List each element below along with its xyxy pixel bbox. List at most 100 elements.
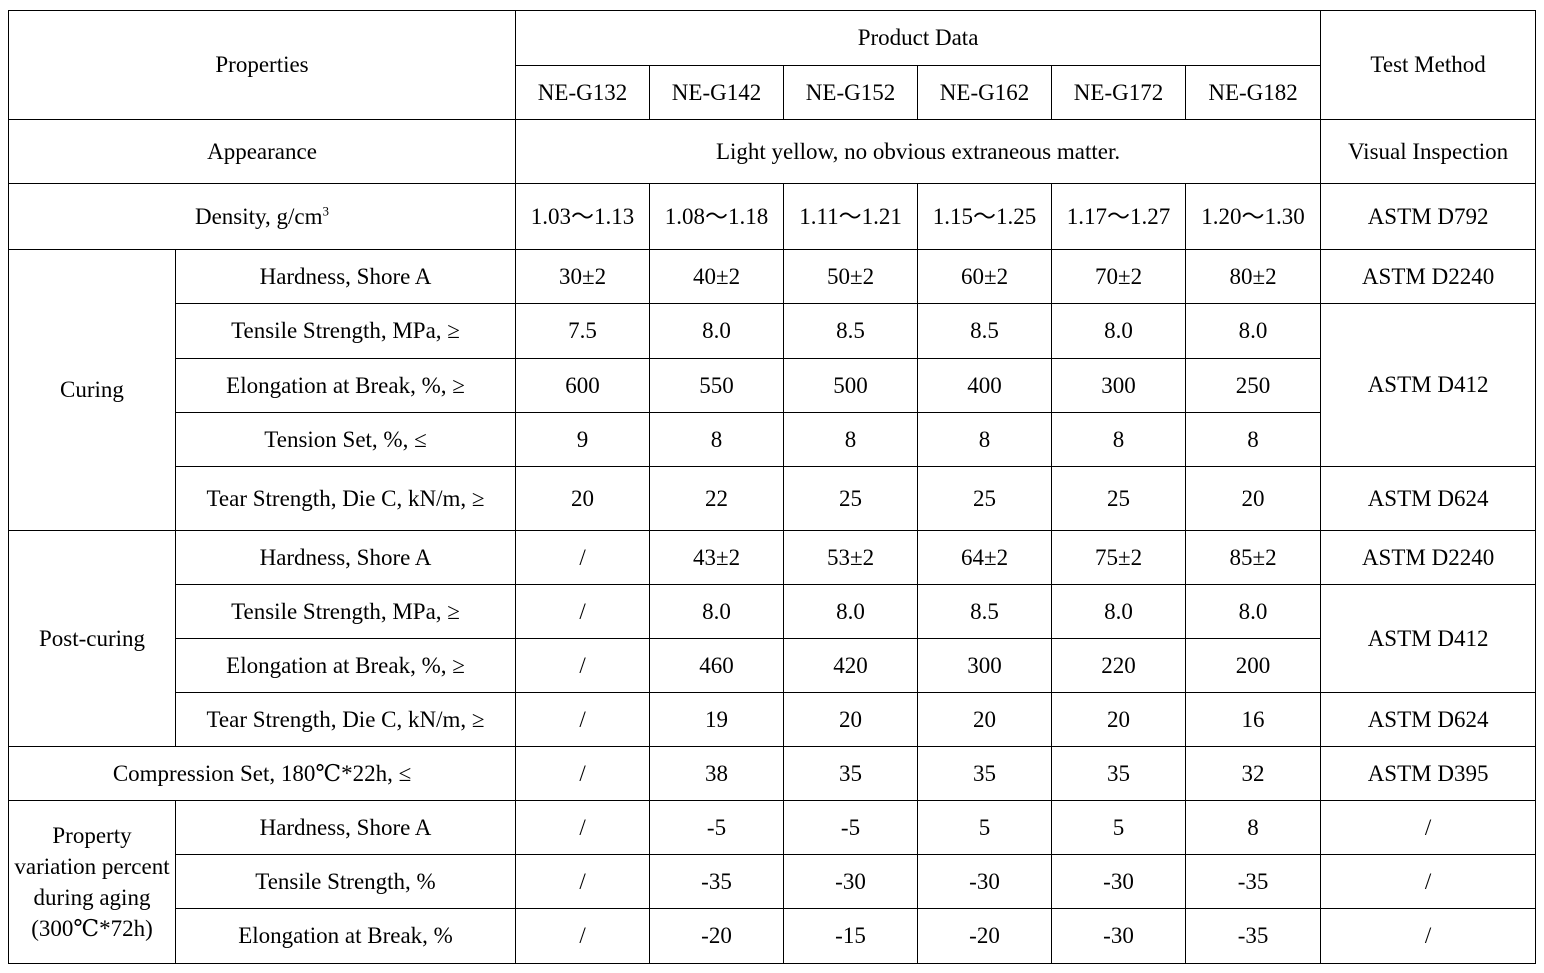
density-value: 1.17～1.27 bbox=[1051, 183, 1187, 250]
value-cell: 32 bbox=[1185, 746, 1322, 801]
test-method-cell: / bbox=[1320, 854, 1537, 909]
value-cell: 8.0 bbox=[649, 584, 785, 639]
density-value: 1.03～1.13 bbox=[515, 183, 651, 250]
value-cell: 8 bbox=[1051, 412, 1187, 467]
value-cell: -20 bbox=[917, 908, 1053, 964]
aging-group-label: Property variation percent during aging … bbox=[8, 800, 176, 964]
property-label: Tear Strength, Die C, kN/m, ≥ bbox=[174, 692, 517, 747]
value-cell: / bbox=[515, 908, 651, 964]
curing-row: Elongation at Break, %, ≥ 600 550 500 40… bbox=[9, 358, 1536, 413]
density-unit-sup: 3 bbox=[322, 203, 330, 219]
post-curing-row: Tear Strength, Die C, kN/m, ≥ / 19 20 20… bbox=[9, 692, 1537, 747]
density-method: ASTM D792 bbox=[1320, 183, 1537, 250]
test-method-cell: ASTM D412 bbox=[1320, 303, 1537, 467]
post-curing-row: Elongation at Break, %, ≥ / 460 420 300 … bbox=[9, 638, 1536, 693]
appearance-row: Appearance Light yellow, no obvious extr… bbox=[7, 119, 1537, 184]
value-cell: 25 bbox=[1051, 466, 1187, 531]
value-cell: 460 bbox=[649, 638, 785, 693]
value-cell: / bbox=[515, 746, 651, 801]
value-cell: 5 bbox=[1051, 800, 1187, 855]
value-cell: -20 bbox=[649, 908, 785, 964]
value-cell: -5 bbox=[649, 800, 785, 855]
value-cell: 300 bbox=[917, 638, 1053, 693]
property-label: Elongation at Break, %, ≥ bbox=[174, 358, 517, 413]
product-name: NE-G142 bbox=[649, 65, 785, 120]
property-label: Elongation at Break, % bbox=[174, 908, 517, 964]
value-cell: 80±2 bbox=[1185, 249, 1322, 304]
product-data-table: Properties Product Data Test Method NE-G… bbox=[7, 10, 1537, 964]
density-label-text: Density, g/cm bbox=[194, 203, 323, 229]
value-cell: 8 bbox=[1185, 800, 1322, 855]
value-cell: 20 bbox=[783, 692, 919, 747]
aging-row: Tensile Strength, % / -35 -30 -30 -30 -3… bbox=[9, 854, 1537, 909]
test-method-cell: ASTM D2240 bbox=[1320, 249, 1537, 304]
property-label: Tear Strength, Die C, kN/m, ≥ bbox=[174, 466, 517, 531]
value-cell: 400 bbox=[917, 358, 1053, 413]
density-value: 1.11～1.21 bbox=[783, 183, 919, 250]
value-cell: 8.0 bbox=[1185, 303, 1322, 359]
post-curing-row: Post-curing Hardness, Shore A / 43±2 53±… bbox=[8, 530, 1537, 747]
value-cell: 30±2 bbox=[515, 249, 651, 304]
property-label: Hardness, Shore A bbox=[174, 249, 517, 304]
value-cell: 200 bbox=[1185, 638, 1322, 693]
post-curing-group-label: Post-curing bbox=[8, 530, 176, 747]
value-cell: 500 bbox=[783, 358, 919, 413]
value-cell: 8.5 bbox=[917, 584, 1053, 639]
value-cell: 8.0 bbox=[783, 584, 919, 639]
property-label: Tension Set, %, ≤ bbox=[174, 412, 517, 467]
property-label: Tensile Strength, MPa, ≥ bbox=[174, 584, 517, 639]
value-cell: 22 bbox=[649, 466, 785, 531]
value-cell: 25 bbox=[917, 466, 1053, 531]
value-cell: / bbox=[515, 530, 651, 585]
property-label: Hardness, Shore A bbox=[174, 800, 517, 855]
value-cell: / bbox=[515, 854, 651, 909]
value-cell: -35 bbox=[1185, 908, 1322, 964]
value-cell: 20 bbox=[515, 466, 651, 531]
density-value: 1.20～1.30 bbox=[1185, 183, 1322, 250]
value-cell: 8.5 bbox=[917, 303, 1053, 359]
curing-row: Tear Strength, Die C, kN/m, ≥ 20 22 25 2… bbox=[9, 466, 1537, 531]
value-cell: 9 bbox=[515, 412, 651, 467]
value-cell: 40±2 bbox=[649, 249, 785, 304]
value-cell: 19 bbox=[649, 692, 785, 747]
property-label: Tensile Strength, % bbox=[174, 854, 517, 909]
value-cell: 550 bbox=[649, 358, 785, 413]
property-label: Tensile Strength, MPa, ≥ bbox=[174, 303, 517, 359]
property-label: Elongation at Break, %, ≥ bbox=[174, 638, 517, 693]
value-cell: -30 bbox=[1051, 854, 1187, 909]
value-cell: -15 bbox=[783, 908, 919, 964]
test-method-cell: / bbox=[1320, 908, 1537, 964]
product-name: NE-G172 bbox=[1051, 65, 1187, 120]
value-cell: 75±2 bbox=[1051, 530, 1187, 585]
value-cell: 60±2 bbox=[917, 249, 1053, 304]
test-method-cell: / bbox=[1320, 800, 1537, 855]
compression-row: Compression Set, 180℃*22h, ≤ / 38 35 35 … bbox=[7, 746, 1537, 801]
property-label: Hardness, Shore A bbox=[174, 530, 517, 585]
value-cell: 43±2 bbox=[649, 530, 785, 585]
product-name: NE-G152 bbox=[783, 65, 919, 120]
test-method-cell: ASTM D624 bbox=[1320, 692, 1537, 747]
density-value: 1.15～1.25 bbox=[917, 183, 1053, 250]
appearance-value: Light yellow, no obvious extraneous matt… bbox=[515, 119, 1322, 184]
value-cell: / bbox=[515, 638, 651, 693]
post-curing-row: Tensile Strength, MPa, ≥ / 8.0 8.0 8.5 8… bbox=[9, 584, 1537, 693]
test-method-cell: ASTM D395 bbox=[1320, 746, 1537, 801]
value-cell: 38 bbox=[649, 746, 785, 801]
value-cell: -35 bbox=[649, 854, 785, 909]
value-cell: 300 bbox=[1051, 358, 1187, 413]
value-cell: 50±2 bbox=[783, 249, 919, 304]
density-value: 1.08～1.18 bbox=[649, 183, 785, 250]
test-method-cell: ASTM D2240 bbox=[1320, 530, 1537, 585]
value-cell: 20 bbox=[1185, 466, 1322, 531]
value-cell: 53±2 bbox=[783, 530, 919, 585]
appearance-method: Visual Inspection bbox=[1320, 119, 1537, 184]
value-cell: 8 bbox=[649, 412, 785, 467]
value-cell: 16 bbox=[1185, 692, 1322, 747]
header-row: Properties Product Data Test Method bbox=[7, 10, 1537, 120]
curing-group-label: Curing bbox=[8, 249, 176, 531]
product-name: NE-G182 bbox=[1185, 65, 1322, 120]
value-cell: 420 bbox=[783, 638, 919, 693]
value-cell: 64±2 bbox=[917, 530, 1053, 585]
density-label: Density, g/cm3 bbox=[7, 183, 517, 250]
value-cell: -35 bbox=[1185, 854, 1322, 909]
